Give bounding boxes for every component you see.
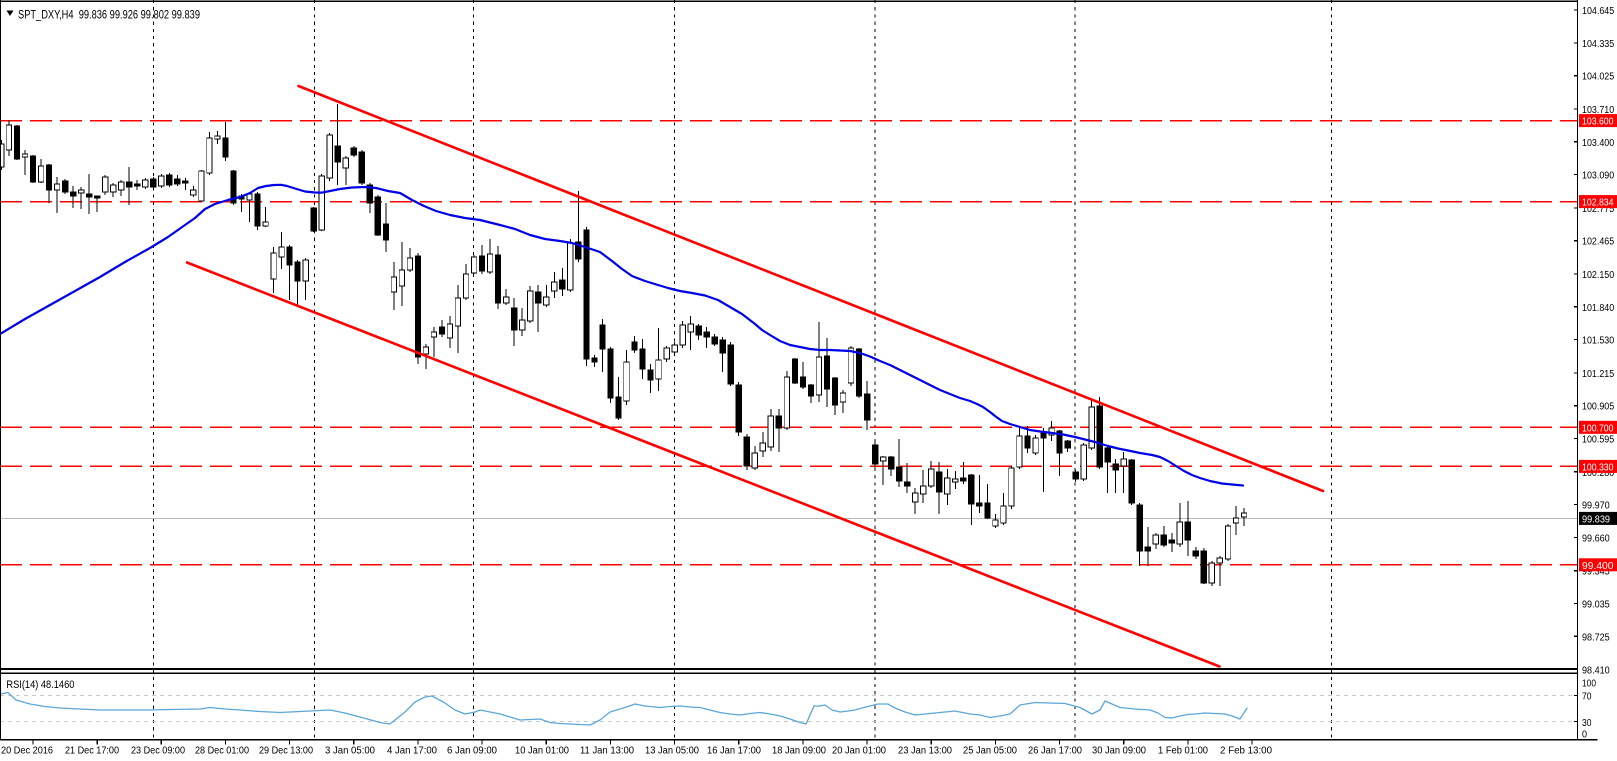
svg-text:26 Jan 17:00: 26 Jan 17:00 xyxy=(1028,746,1082,757)
svg-text:102.150: 102.150 xyxy=(1582,270,1615,281)
svg-text:100.330: 100.330 xyxy=(1582,462,1614,473)
svg-text:10 Jan 01:00: 10 Jan 01:00 xyxy=(515,746,569,757)
svg-text:16 Jan 17:00: 16 Jan 17:00 xyxy=(707,746,761,757)
svg-text:20 Dec 2016: 20 Dec 2016 xyxy=(1,746,53,757)
svg-text:102.465: 102.465 xyxy=(1582,237,1615,248)
svg-text:0: 0 xyxy=(1582,729,1587,740)
svg-text:20 Jan 01:00: 20 Jan 01:00 xyxy=(832,746,886,757)
svg-text:104.645: 104.645 xyxy=(1582,6,1615,17)
svg-text:101.530: 101.530 xyxy=(1582,336,1615,347)
svg-text:101.215: 101.215 xyxy=(1582,369,1615,380)
svg-text:99.660: 99.660 xyxy=(1582,533,1610,544)
svg-text:103.400: 103.400 xyxy=(1582,138,1615,149)
svg-text:18 Jan 09:00: 18 Jan 09:00 xyxy=(772,746,826,757)
svg-text:100.700: 100.700 xyxy=(1582,423,1614,434)
svg-text:28 Dec 01:00: 28 Dec 01:00 xyxy=(195,746,249,757)
svg-text:99.345: 99.345 xyxy=(1582,567,1610,578)
svg-text:23 Jan 13:00: 23 Jan 13:00 xyxy=(898,746,952,757)
svg-text:102.775: 102.775 xyxy=(1582,204,1615,215)
svg-text:98.410: 98.410 xyxy=(1582,666,1610,677)
svg-text:70: 70 xyxy=(1582,692,1592,703)
svg-text:103.600: 103.600 xyxy=(1582,117,1614,128)
svg-text:23 Dec 09:00: 23 Dec 09:00 xyxy=(131,746,185,757)
svg-text:101.840: 101.840 xyxy=(1582,303,1615,314)
svg-text:SPT_DXY,H4 99.836 99.926 99.8: SPT_DXY,H4 99.836 99.926 99.802 99.839 xyxy=(18,8,200,22)
svg-text:2 Feb 13:00: 2 Feb 13:00 xyxy=(1220,746,1272,757)
svg-text:99.400: 99.400 xyxy=(1582,561,1614,572)
svg-text:30 Jan 09:00: 30 Jan 09:00 xyxy=(1092,746,1146,757)
svg-text:103.710: 103.710 xyxy=(1582,105,1615,116)
svg-text:4 Jan 17:00: 4 Jan 17:00 xyxy=(387,746,437,757)
svg-text:104.335: 104.335 xyxy=(1582,39,1615,50)
svg-text:1 Feb 01:00: 1 Feb 01:00 xyxy=(1158,746,1208,757)
svg-text:100.905: 100.905 xyxy=(1582,402,1615,413)
svg-text:RSI(14) 48.1460: RSI(14) 48.1460 xyxy=(6,679,74,691)
svg-text:3 Jan 05:00: 3 Jan 05:00 xyxy=(325,746,375,757)
svg-text:99.035: 99.035 xyxy=(1582,600,1610,611)
svg-text:102.834: 102.834 xyxy=(1582,198,1614,209)
svg-text:29 Dec 13:00: 29 Dec 13:00 xyxy=(259,746,313,757)
svg-text:103.090: 103.090 xyxy=(1582,171,1615,182)
svg-text:100.280: 100.280 xyxy=(1582,468,1615,479)
svg-text:100.595: 100.595 xyxy=(1582,435,1615,446)
svg-text:100: 100 xyxy=(1582,678,1596,689)
svg-text:104.025: 104.025 xyxy=(1582,72,1615,83)
svg-text:99.839: 99.839 xyxy=(1582,514,1610,525)
svg-text:98.725: 98.725 xyxy=(1582,632,1610,643)
svg-text:6 Jan 09:00: 6 Jan 09:00 xyxy=(447,746,497,757)
svg-text:11 Jan 13:00: 11 Jan 13:00 xyxy=(580,746,634,757)
svg-text:25 Jan 05:00: 25 Jan 05:00 xyxy=(963,746,1017,757)
svg-text:13 Jan 05:00: 13 Jan 05:00 xyxy=(645,746,699,757)
svg-text:30: 30 xyxy=(1582,718,1592,729)
svg-text:99.970: 99.970 xyxy=(1582,501,1610,512)
svg-text:21 Dec 17:00: 21 Dec 17:00 xyxy=(65,746,119,757)
